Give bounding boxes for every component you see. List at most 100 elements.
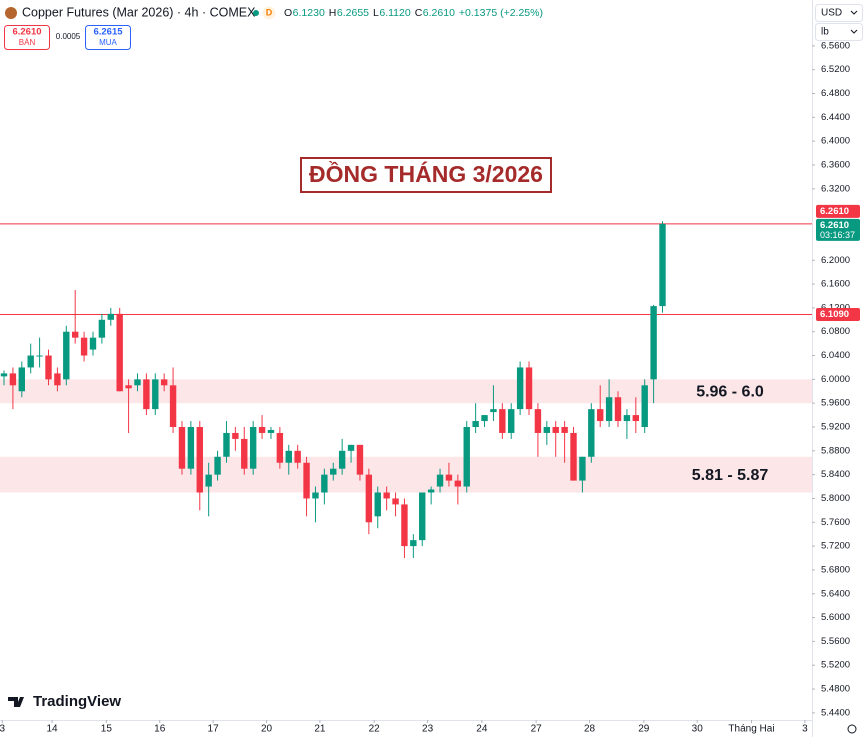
candle-body: [632, 415, 640, 422]
candle-body: [623, 415, 631, 422]
candle-body: [659, 223, 666, 307]
candle-body: [89, 337, 97, 350]
candle-body: [454, 480, 462, 487]
currency-select[interactable]: [815, 4, 863, 22]
zone: [0, 456, 812, 493]
candle-body: [98, 319, 106, 338]
candle-body: [205, 474, 212, 487]
currency[interactable]: USD: [821, 8, 842, 19]
price-axis: [812, 0, 866, 737]
candle-body: [143, 379, 150, 410]
candle-body: [410, 540, 417, 547]
candle-body: [276, 432, 284, 463]
candle-body: [650, 306, 657, 380]
candle-body: [499, 409, 506, 433]
candle-body: [508, 409, 515, 433]
y-tick-label: 6.3600: [821, 159, 850, 170]
candle-body: [392, 498, 399, 505]
ohlc-value: 6.1230: [293, 7, 325, 19]
x-tick-label: 20: [261, 724, 273, 735]
candle-body: [330, 468, 337, 475]
zone-label: 5.81 - 5.87: [692, 467, 769, 484]
x-tick-label: 29: [638, 724, 650, 735]
y-tick-label: 5.8800: [821, 445, 850, 456]
candle-body: [116, 313, 123, 392]
candle-body: [570, 432, 577, 481]
brand: TradingView: [33, 693, 121, 710]
x-tick-label: 16: [154, 724, 166, 735]
candle-body: [579, 456, 586, 481]
chart-title: ĐỒNG THÁNG 3/2026: [309, 160, 543, 187]
candle-body: [374, 492, 381, 517]
candle-body: [196, 426, 203, 493]
y-tick-label: 5.9600: [821, 398, 850, 409]
candle-body: [525, 367, 533, 410]
y-tick-label: 5.6800: [821, 564, 850, 575]
candle-body: [267, 429, 275, 433]
x-tick-label: 21: [314, 724, 326, 735]
x-tick-label: 28: [584, 724, 596, 735]
ohlc-value: 6.2655: [337, 7, 369, 19]
x-tick-label: Tháng Hai: [728, 724, 774, 735]
candle-body: [9, 373, 17, 386]
y-tick-label: 6.4400: [821, 112, 850, 123]
buy-label[interactable]: MUA: [99, 38, 117, 47]
plot: [0, 221, 812, 559]
candle-body: [63, 331, 70, 380]
y-tick-label: 6.0800: [821, 326, 850, 337]
sell-price[interactable]: 6.2610: [12, 27, 41, 38]
chevron: [850, 29, 858, 34]
x-tick-label: 24: [476, 724, 488, 735]
brand-logo: [8, 697, 24, 707]
candle-body: [419, 492, 426, 541]
y-tick-label: 5.7200: [821, 541, 850, 552]
spread: 0.0005: [56, 32, 81, 41]
change: +0.1375 (+2.25%): [459, 7, 543, 19]
y-tick-label: 5.5200: [821, 660, 850, 671]
y-tick-label: 5.9200: [821, 422, 850, 433]
candle-body: [588, 409, 595, 457]
candle-body: [125, 385, 132, 389]
candle-body: [303, 462, 310, 499]
candle-body: [249, 426, 257, 469]
title-box: [300, 157, 552, 193]
y-tick-label: 5.6000: [821, 612, 850, 623]
candle-body: [338, 450, 346, 469]
candle-body: [294, 450, 301, 463]
zones: 5.96 - 6.0 5.81 - 5.87: [0, 379, 812, 493]
unit[interactable]: lb: [821, 27, 829, 38]
x-tick-label: 17: [208, 724, 220, 735]
candle-body: [543, 426, 551, 433]
candle-body: [71, 331, 79, 338]
market-dot: [253, 10, 259, 16]
buy-price[interactable]: 6.2615: [93, 27, 123, 38]
candle-body: [427, 489, 435, 493]
x-tick-label: 14: [46, 724, 58, 735]
zone-label: 5.96 - 6.0: [696, 383, 764, 400]
status-label: D: [266, 7, 273, 17]
x-tick-label: 22: [369, 724, 381, 735]
y-tick-label: 6.3200: [821, 183, 850, 194]
price-tag-time: 03:16:37: [820, 230, 855, 240]
candle-body: [160, 379, 168, 386]
ohlc-value: 6.2610: [423, 7, 455, 19]
sell-button[interactable]: [4, 25, 50, 50]
x-tick-label: 3: [802, 724, 808, 735]
candle-body: [463, 426, 470, 487]
candle-body: [152, 379, 159, 410]
candle-body: [134, 379, 141, 386]
y-tick-label: 6.5200: [821, 64, 850, 75]
y-tick-label: 6.0400: [821, 350, 850, 361]
buy-button[interactable]: [85, 25, 131, 50]
x-tick-label: 30: [692, 724, 704, 735]
settings-icon[interactable]: [847, 724, 857, 734]
unit-select[interactable]: [815, 23, 863, 41]
ohlc-label: C: [415, 7, 423, 19]
y-tick-label: 6.1200: [821, 302, 850, 313]
candle-body: [383, 492, 390, 499]
candle-body: [285, 450, 292, 463]
x-tick-label: 27: [531, 724, 543, 735]
sell-label[interactable]: BÁN: [19, 38, 36, 47]
